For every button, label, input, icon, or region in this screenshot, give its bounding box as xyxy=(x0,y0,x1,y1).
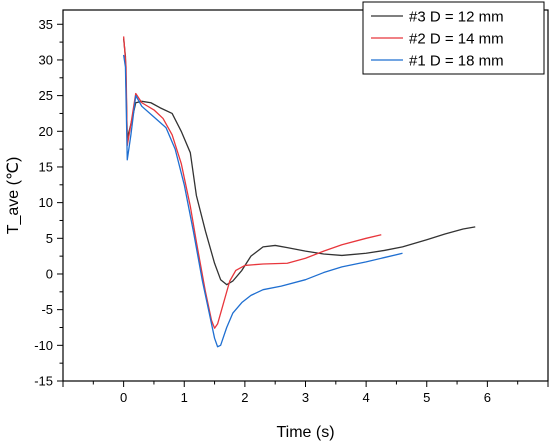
x-tick-label: 0 xyxy=(120,390,127,405)
series-line-2 xyxy=(122,36,382,329)
y-tick-label: 35 xyxy=(39,17,53,32)
x-tick-label: 5 xyxy=(423,390,430,405)
y-tick-label: 25 xyxy=(39,88,53,103)
legend: #3 D = 12 mm #2 D = 14 mm #1 D = 18 mm xyxy=(362,1,545,75)
y-tick-label: -15 xyxy=(34,374,53,389)
series-line-3 xyxy=(122,54,403,348)
y-tick-label: 30 xyxy=(39,52,53,67)
tick-marks xyxy=(57,23,549,387)
y-tick-label: 0 xyxy=(46,266,53,281)
legend-label: #1 D = 18 mm xyxy=(409,53,504,70)
legend-label: #3 D = 12 mm xyxy=(409,9,504,26)
series-line-1 xyxy=(122,38,476,286)
y-tick-label: 20 xyxy=(39,124,53,139)
y-tick-labels: -15 -10 -5 0 5 10 15 20 25 30 35 xyxy=(34,17,53,389)
y-tick-label: 15 xyxy=(39,159,53,174)
x-axis-label: Time (s) xyxy=(276,424,334,441)
y-tick-label: 5 xyxy=(46,231,53,246)
x-tick-label: 3 xyxy=(302,390,309,405)
x-tick-label: 2 xyxy=(241,390,248,405)
x-tick-label: 4 xyxy=(363,390,370,405)
x-tick-labels: 0 1 2 3 4 5 6 xyxy=(120,390,491,405)
y-tick-label: -5 xyxy=(41,302,53,317)
y-tick-label: 10 xyxy=(39,195,53,210)
x-tick-label: 6 xyxy=(484,390,491,405)
y-axis-label: T_ave (℃) xyxy=(5,157,22,235)
series-lines xyxy=(122,36,476,348)
x-tick-label: 1 xyxy=(181,390,188,405)
legend-label: #2 D = 14 mm xyxy=(409,31,504,48)
y-tick-label: -10 xyxy=(34,338,53,353)
